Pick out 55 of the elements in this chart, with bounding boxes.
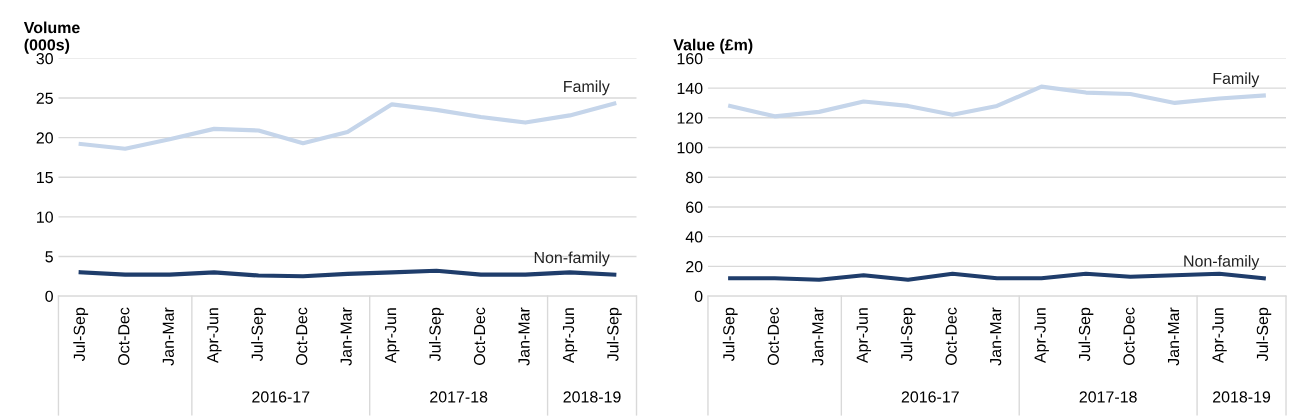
y-tick-label: 60 bbox=[686, 201, 703, 213]
series-label: Non-family bbox=[534, 251, 610, 267]
y-tick-label: 160 bbox=[677, 53, 703, 65]
y-tick-label: 120 bbox=[677, 112, 703, 124]
line-series bbox=[78, 101, 617, 151]
x-tick-label: Oct-Dec bbox=[1123, 307, 1135, 365]
x-tick-label: Jan-Mar bbox=[812, 307, 824, 366]
x-tick-label: Apr-Jun bbox=[562, 308, 578, 364]
y-tick-label: 0 bbox=[45, 290, 53, 303]
x-tick-label: Jul-Sep bbox=[722, 307, 738, 362]
x-tick-label: Oct-Dec bbox=[295, 307, 308, 365]
y-tick-label: 5 bbox=[45, 251, 53, 263]
x-tick-label: Jan-Mar bbox=[990, 307, 1002, 366]
x-tick-label: Apr-Jun bbox=[1034, 308, 1049, 364]
y-tick-label: 100 bbox=[677, 142, 703, 154]
x-tick-label: Jul-Sep bbox=[1256, 307, 1272, 362]
x-tick-label: Apr-Jun bbox=[385, 308, 400, 364]
text: 2018-19 bbox=[1213, 391, 1271, 403]
x-tick-label: Oct-Dec bbox=[945, 307, 957, 365]
x-tick-label: Jan-Mar bbox=[1167, 307, 1180, 366]
x-tick-label: Jul-Sep bbox=[606, 307, 622, 362]
text: 2018-19 bbox=[563, 391, 621, 403]
y-tick-label: 15 bbox=[37, 172, 53, 184]
y-tick-label: 40 bbox=[685, 231, 703, 243]
x-tick-label: Apr-Jun bbox=[856, 308, 872, 364]
x-tick-label: Jul-Sep bbox=[900, 307, 916, 362]
x-tick-label: Jan-Mar bbox=[518, 307, 530, 366]
x-tick-label: Oct-Dec bbox=[473, 307, 486, 365]
x-tick-label: Jul-Sep bbox=[73, 307, 89, 362]
x-tick-label: Oct-Dec bbox=[767, 307, 779, 365]
x-tick-label: Apr-Jun bbox=[1212, 308, 1227, 364]
x-tick-label: Jul-Sep bbox=[251, 307, 266, 362]
series-label: Family bbox=[564, 80, 610, 96]
y-tick-label: 80 bbox=[686, 171, 703, 184]
x-tick-label: Oct-Dec bbox=[118, 307, 130, 365]
y-tick-label: 0 bbox=[694, 290, 703, 303]
y-tick-label: 140 bbox=[677, 82, 703, 95]
y-tick-label: 30 bbox=[36, 53, 53, 65]
series-label: Non-family bbox=[1184, 255, 1260, 270]
text: 2016-17 bbox=[901, 391, 959, 403]
x-tick-label: Jul-Sep bbox=[1078, 307, 1094, 362]
x-tick-label: Jan-Mar bbox=[162, 307, 174, 366]
x-tick-label: Jan-Mar bbox=[340, 307, 352, 366]
y-tick-label: 20 bbox=[686, 260, 703, 273]
y-tick-label: 10 bbox=[37, 211, 53, 223]
y-tick-label: 25 bbox=[36, 92, 53, 104]
x-tick-label: Jul-Sep bbox=[428, 307, 444, 362]
y-axis-title: Volume (000s) bbox=[23, 21, 80, 54]
y-axis-title: Value (£m) bbox=[673, 38, 753, 54]
text: 2016-17 bbox=[252, 391, 310, 403]
text: 2017-18 bbox=[1079, 391, 1137, 403]
y-tick-label: 20 bbox=[36, 132, 53, 144]
series-label: Family bbox=[1213, 72, 1260, 88]
text: 2017-18 bbox=[430, 391, 488, 403]
x-tick-label: Apr-Jun bbox=[207, 308, 222, 364]
